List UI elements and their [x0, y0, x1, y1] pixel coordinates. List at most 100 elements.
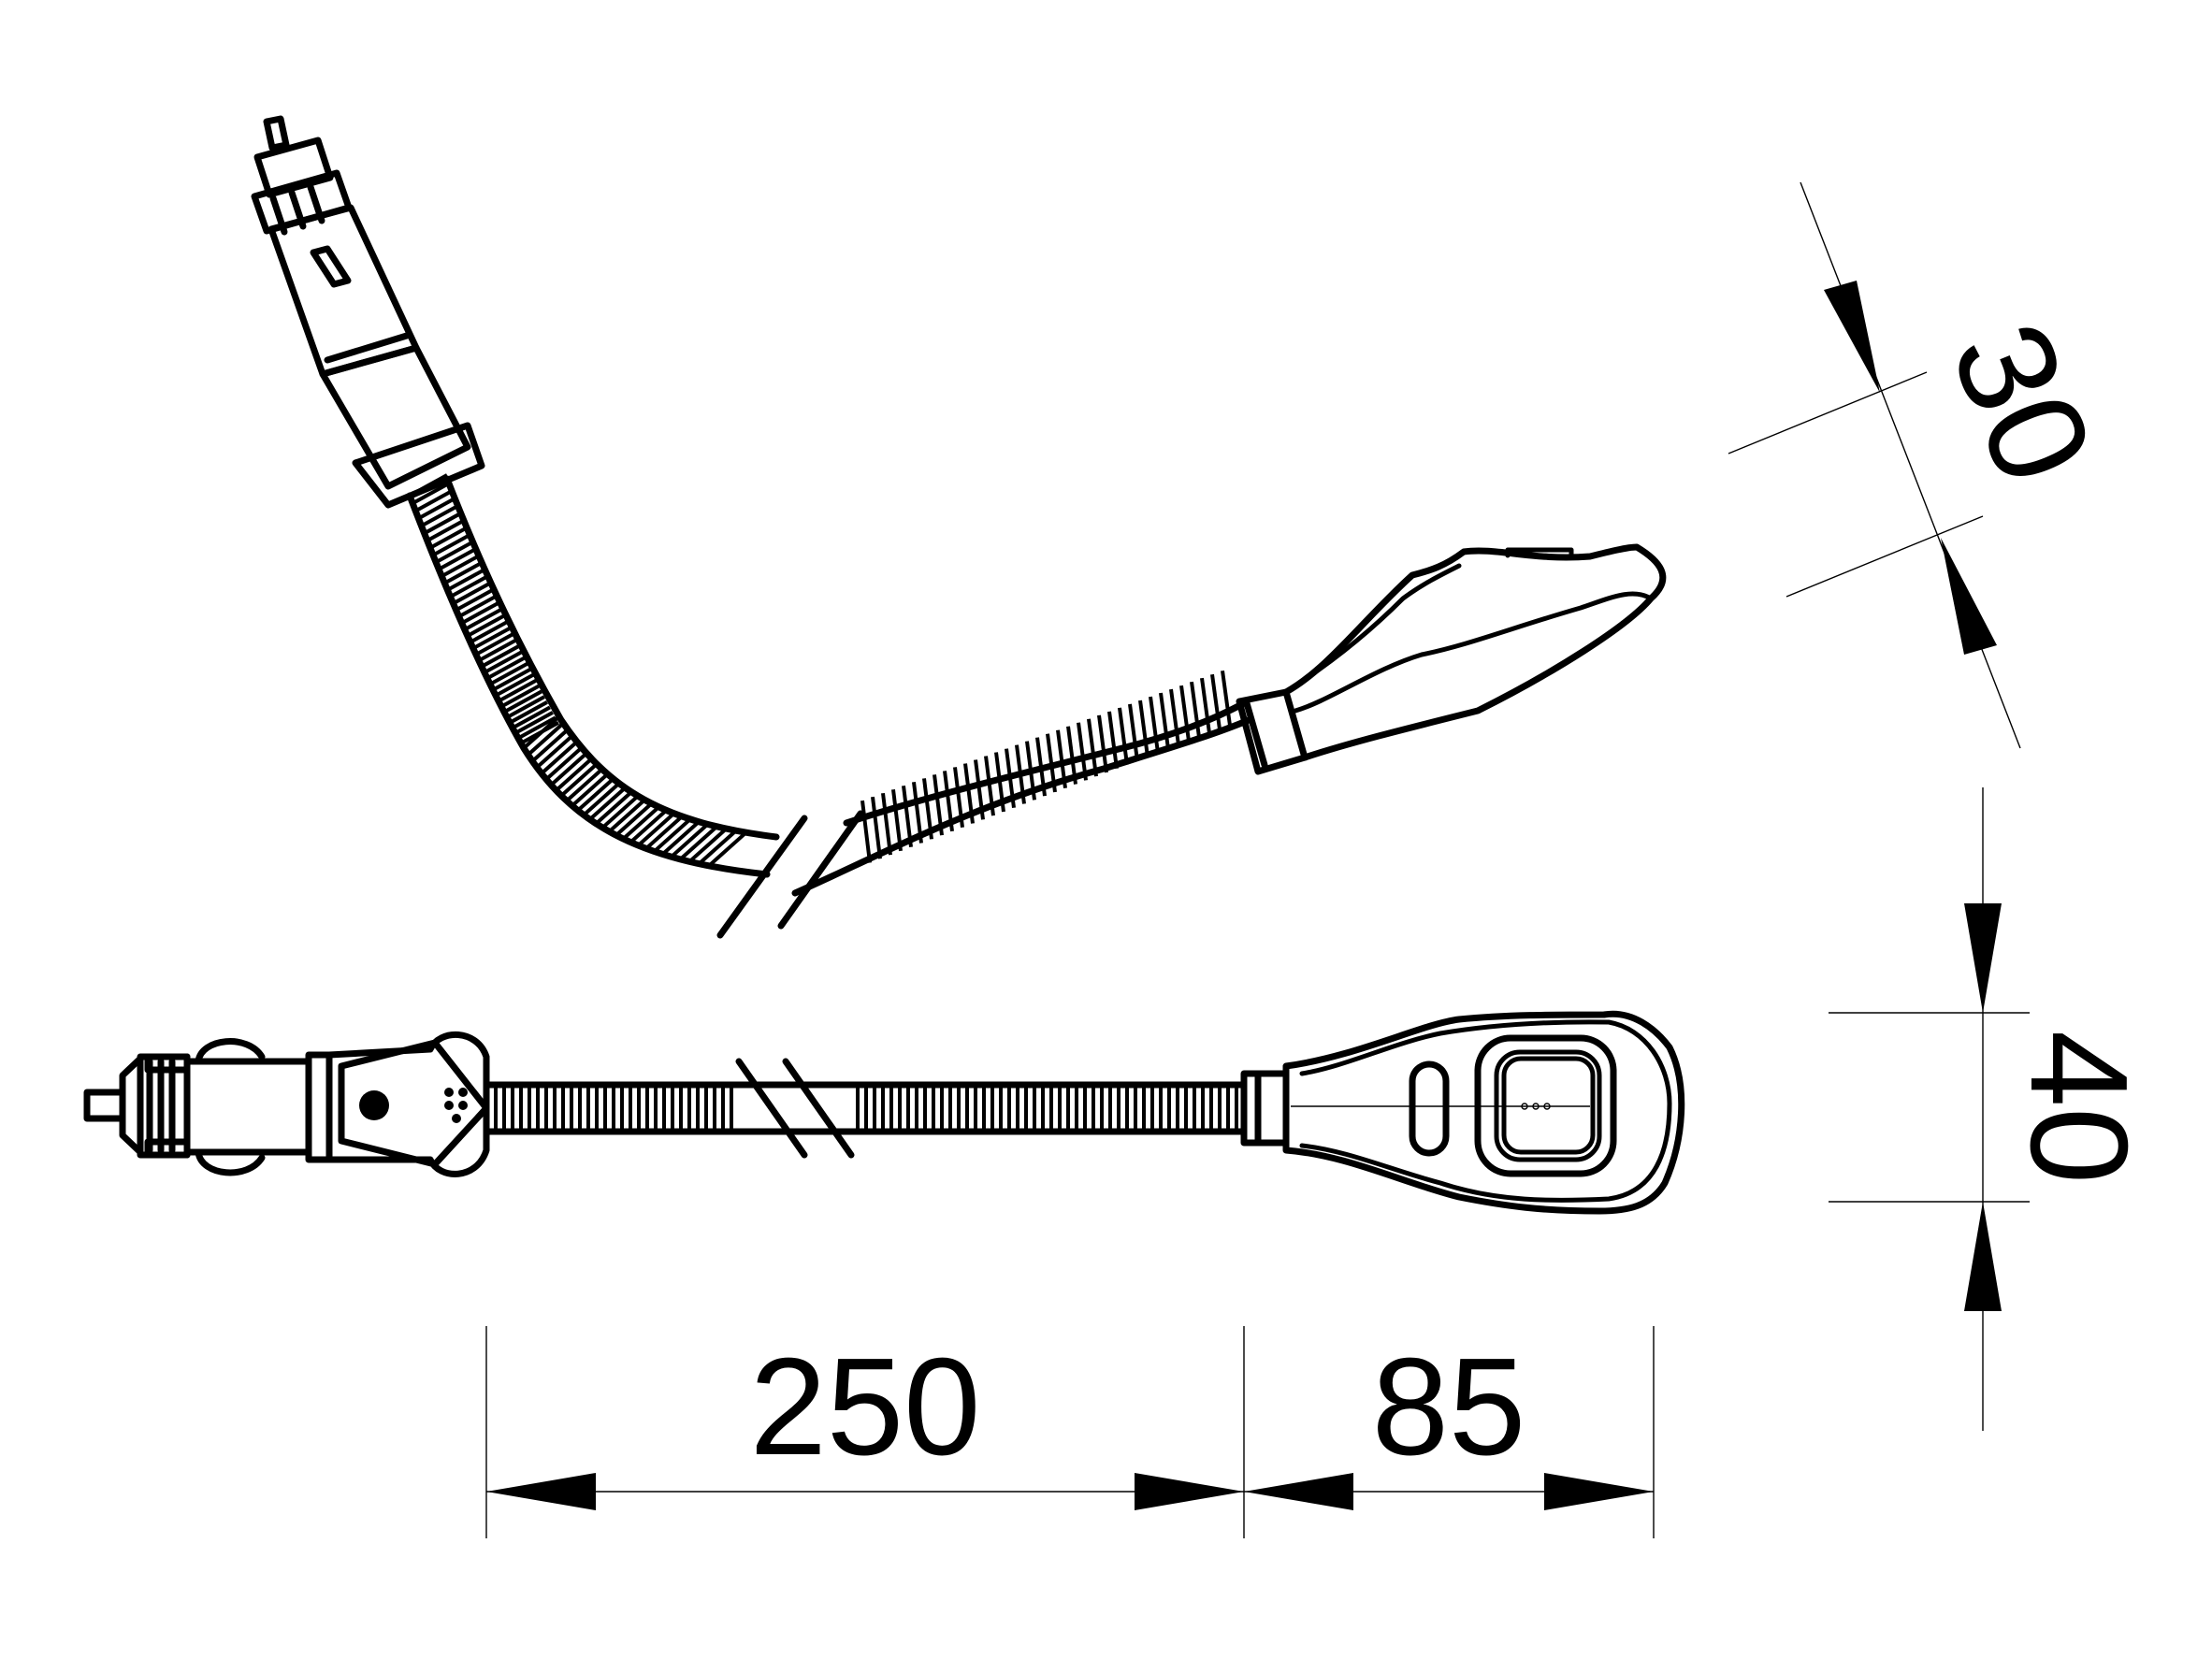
- side-plug: [251, 115, 485, 509]
- hose-rib: [446, 568, 486, 592]
- hose-rib: [423, 511, 463, 536]
- hose-rib: [871, 796, 882, 859]
- hose-rib: [670, 823, 709, 858]
- hose-rib: [1066, 726, 1077, 785]
- hose-rib: [571, 772, 610, 808]
- hose-rib: [582, 782, 621, 817]
- hose-rib: [498, 678, 537, 703]
- hose-rib: [530, 728, 570, 763]
- hose-rib: [614, 801, 654, 837]
- hose-rib: [1210, 673, 1222, 730]
- hose-rib: [1077, 722, 1088, 781]
- hose-rib: [432, 532, 471, 557]
- hose-rib: [474, 632, 514, 656]
- hose-rib: [576, 777, 615, 813]
- side-break-mark-left: [716, 815, 808, 939]
- hose-rib: [1179, 685, 1191, 742]
- hose-rib: [412, 481, 452, 505]
- top-lamp-head: [1240, 1010, 1685, 1215]
- hose-rib: [661, 820, 700, 856]
- hose-rib: [514, 711, 554, 735]
- hose-rib: [441, 554, 481, 578]
- hose-rib: [594, 790, 633, 826]
- side-break-mark-right: [777, 810, 864, 930]
- side-view: [251, 115, 1667, 939]
- hose-rib: [438, 546, 478, 571]
- hose-rib: [500, 684, 540, 709]
- hose-rib: [483, 650, 523, 674]
- hose-rib: [555, 757, 593, 792]
- hose-rib: [503, 689, 542, 714]
- hose-rib: [994, 752, 1005, 813]
- hose-rib: [974, 759, 985, 820]
- hose-rib: [460, 600, 500, 626]
- dimension-label-85: 85: [1372, 1330, 1526, 1484]
- hose-rib: [517, 715, 557, 741]
- dimension-40: 40: [1829, 787, 2156, 1431]
- hose-rib: [1200, 677, 1211, 734]
- top-plug: [83, 1031, 490, 1177]
- top-break-mark-right: [782, 1058, 855, 1159]
- top-hose: [483, 1081, 1248, 1135]
- hose-rib: [522, 714, 561, 750]
- hose-rib: [1169, 688, 1180, 745]
- hose-rib: [629, 809, 668, 844]
- hose-rib: [491, 667, 531, 692]
- hose-rib: [637, 812, 675, 847]
- hose-rib: [540, 740, 579, 775]
- hose-rib: [417, 496, 457, 521]
- hose-rib: [644, 815, 684, 850]
- dimension-label-40: 40: [2002, 1031, 2156, 1185]
- hose-rib: [471, 626, 512, 651]
- hose-rib: [860, 800, 872, 863]
- hose-rib: [488, 661, 528, 686]
- hose-rib: [922, 778, 933, 840]
- hose-rib: [463, 607, 503, 631]
- top-break-mark-left: [735, 1058, 808, 1159]
- hose-rib: [409, 473, 448, 498]
- hose-rib: [1087, 718, 1098, 777]
- hose-rib: [469, 619, 509, 644]
- top-view: [83, 1010, 1685, 1215]
- hose-rib: [891, 788, 903, 852]
- hose-rib: [679, 826, 717, 861]
- hose-rib: [485, 656, 526, 681]
- hose-rib: [435, 540, 475, 564]
- hose-rib: [1005, 748, 1016, 808]
- hose-rib: [527, 721, 565, 757]
- hose-rib: [426, 518, 466, 542]
- hose-rib: [600, 794, 640, 830]
- hose-rib: [1149, 696, 1160, 754]
- hose-rib: [549, 751, 588, 786]
- hose-rib: [1046, 733, 1057, 793]
- dimension-label-250: 250: [750, 1330, 981, 1484]
- hose-rib: [1221, 670, 1232, 726]
- hose-rib: [1097, 714, 1108, 773]
- dimension-250: 250: [485, 1326, 1245, 1538]
- hose-rib: [512, 705, 551, 730]
- hose-rib: [687, 828, 727, 863]
- dimension-label-30: 30: [1921, 303, 2122, 503]
- hose-rib: [565, 767, 604, 802]
- dimension-30: 30: [1728, 181, 2122, 749]
- hose-rib: [457, 594, 498, 619]
- hose-rib: [559, 762, 599, 798]
- hose-rib: [902, 786, 913, 847]
- hose-rib: [1025, 741, 1036, 801]
- hose-rib: [480, 644, 520, 669]
- hose-rib: [1015, 744, 1026, 804]
- hose-rib: [1118, 707, 1129, 765]
- hose-rib: [428, 526, 469, 550]
- hose-rib: [698, 830, 736, 866]
- side-lamp-head: [1236, 543, 1667, 775]
- hose-rib: [1128, 703, 1139, 761]
- hose-rib: [984, 756, 995, 816]
- hose-rib: [1138, 700, 1149, 757]
- side-hose-ribs-right: [860, 670, 1232, 863]
- dimension-85: 85: [1244, 1326, 1655, 1538]
- side-hose-ribs: [409, 473, 746, 868]
- hose-rib: [506, 695, 545, 719]
- hose-rib: [933, 774, 944, 836]
- hose-rib: [452, 581, 492, 606]
